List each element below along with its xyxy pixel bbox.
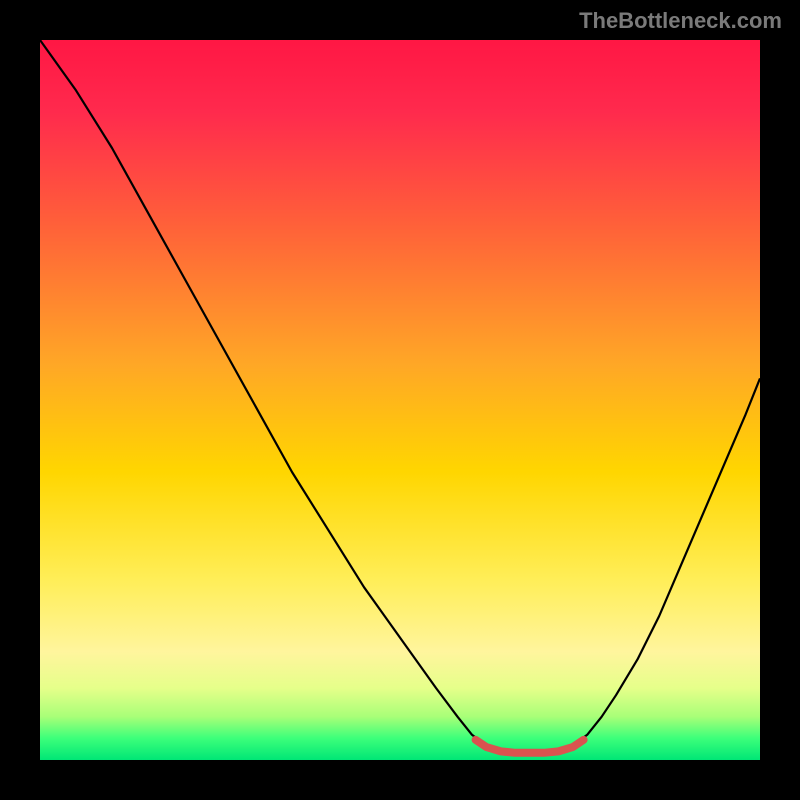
- gradient-background: [40, 40, 760, 760]
- bottleneck-chart: [0, 0, 800, 800]
